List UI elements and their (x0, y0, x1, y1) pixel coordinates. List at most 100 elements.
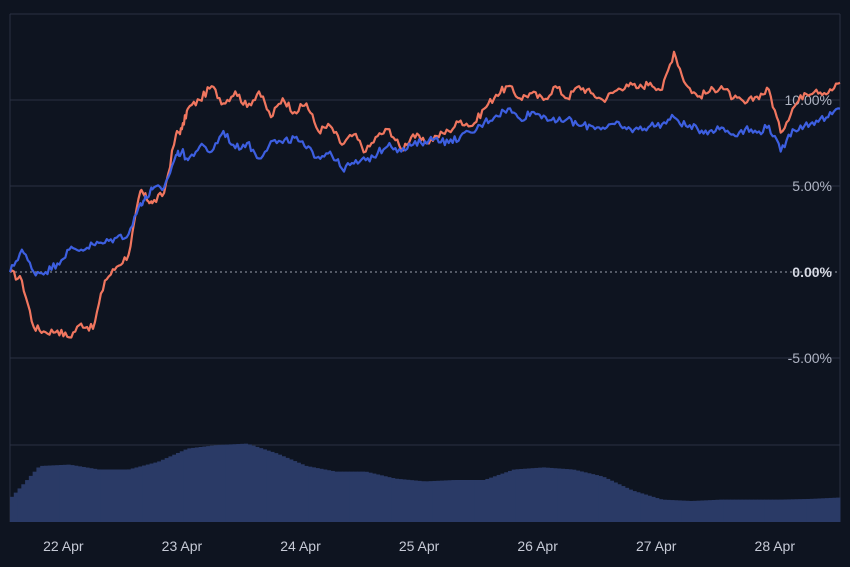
volume-bar (504, 472, 509, 522)
volume-bar (662, 499, 667, 522)
volume-bar (489, 477, 494, 522)
volume-bar (677, 500, 682, 522)
volume-bar (36, 467, 41, 522)
volume-bar (21, 484, 26, 522)
volume-bar (187, 448, 192, 522)
volume-bar (206, 446, 211, 522)
volume-bar (723, 499, 728, 522)
volume-bar (674, 500, 679, 522)
volume-bar (432, 480, 437, 522)
volume-bar (553, 468, 558, 522)
volume-bar (681, 500, 686, 522)
volume-bar (591, 474, 596, 522)
volume-bar (330, 470, 335, 522)
volume-bar (508, 470, 513, 522)
volume-bar (636, 492, 641, 522)
volume-bar (651, 496, 656, 522)
volume-bar (764, 499, 769, 522)
volume-bar (368, 472, 373, 522)
volume-bar (157, 461, 162, 522)
volume-bar (545, 467, 550, 522)
volume-bar (292, 461, 298, 522)
volume-bar (787, 499, 792, 522)
volume-bar (609, 480, 615, 522)
volume-bar (349, 471, 354, 522)
volume-bar (130, 468, 135, 522)
y-tick-label: -5.00% (788, 350, 832, 366)
volume-bar (772, 499, 777, 522)
volume-bar (89, 468, 94, 522)
volume-bar (32, 471, 37, 522)
volume-bar (413, 480, 418, 522)
volume-bar (519, 468, 524, 522)
volume-bar (240, 443, 245, 522)
volume-bar (617, 484, 622, 522)
volume-bar (262, 449, 267, 522)
volume-bar (289, 459, 294, 522)
volume-bar (266, 450, 271, 522)
volume-bar (198, 447, 203, 522)
volume-bar (670, 500, 675, 522)
volume-bar (334, 471, 339, 522)
volume-bar (202, 446, 207, 522)
volume-bar (425, 481, 430, 522)
volume-bar (417, 480, 422, 522)
volume-bar (285, 457, 290, 522)
volume-bar (707, 500, 713, 522)
volume-bar (296, 462, 301, 522)
volume-bar (100, 469, 105, 522)
volume-bar (353, 471, 358, 522)
volume-bar (409, 480, 415, 522)
volume-bar (59, 464, 64, 522)
volume-bar (806, 498, 811, 522)
volume-bar (364, 471, 369, 522)
volume-bar (108, 469, 113, 522)
volume-bar (342, 471, 347, 522)
volume-bar (632, 491, 637, 522)
volume-bar (13, 492, 18, 522)
volume-bar (470, 480, 475, 522)
volume-bar (319, 468, 324, 522)
volume-bar (421, 481, 426, 522)
volume-bar (221, 444, 226, 522)
volume-bar (730, 499, 735, 522)
volume-bar (104, 469, 109, 522)
volume-bar (477, 480, 482, 522)
volume-bar (213, 445, 218, 522)
volume-bar (153, 462, 158, 522)
y-tick-label: 5.00% (792, 178, 832, 194)
volume-bar (51, 465, 56, 522)
volume-bar (451, 480, 456, 522)
volume-bar (191, 447, 196, 522)
volume-bar (145, 464, 150, 522)
volume-bar (821, 498, 826, 522)
volume-bar (55, 465, 60, 522)
volume-bar (817, 498, 822, 522)
volume-bar (326, 470, 332, 522)
volume-bar (304, 465, 309, 522)
volume-bar (74, 465, 79, 522)
volume-bar (583, 472, 588, 522)
volume-bar (243, 443, 249, 522)
volume-bar (557, 468, 562, 522)
volume-bar (564, 469, 569, 522)
x-tick-label: 27 Apr (636, 538, 677, 554)
volume-bar (700, 500, 705, 522)
volume-bar (228, 444, 233, 522)
volume-bar (308, 466, 313, 522)
volume-bar (666, 499, 671, 522)
volume-bar (345, 471, 350, 522)
volume-bar (757, 499, 762, 522)
volume-bar (824, 498, 830, 522)
volume-bar (40, 465, 45, 522)
x-tick-label: 26 Apr (517, 538, 558, 554)
volume-bar (255, 446, 260, 522)
volume-bar (734, 499, 739, 522)
volume-bar (311, 467, 316, 522)
volume-bar (458, 480, 464, 522)
volume-bar (745, 499, 750, 522)
x-tick-label: 22 Apr (43, 538, 84, 554)
volume-bar (236, 444, 241, 522)
volume-bar (428, 481, 433, 522)
